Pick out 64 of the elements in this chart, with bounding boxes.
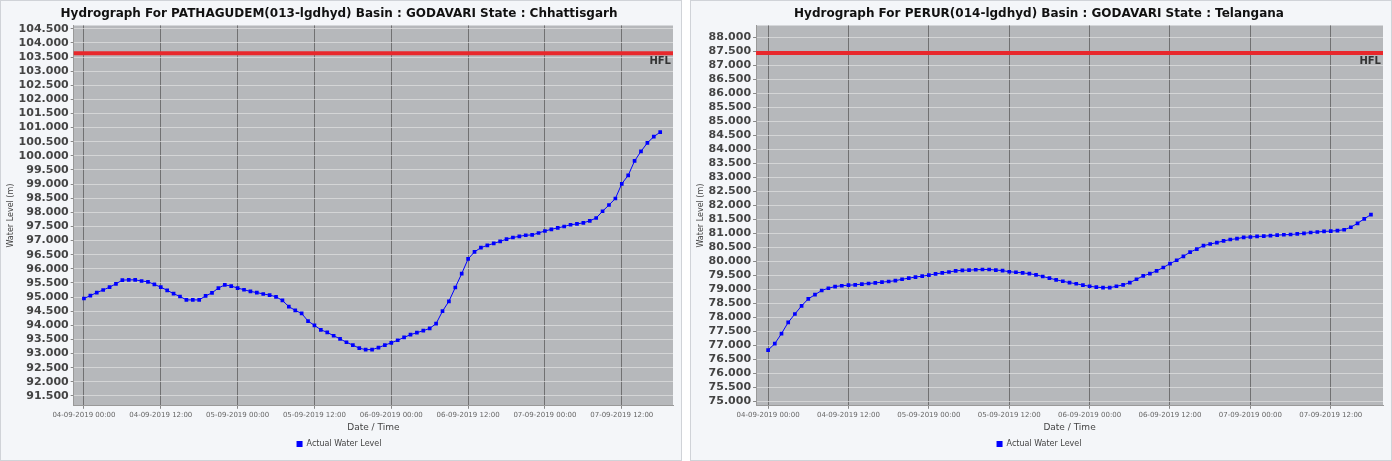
y-tick-label: 87.500 [708, 44, 752, 58]
y-tick-label: 91.500 [26, 388, 70, 402]
y-tick-label: 81.000 [708, 225, 752, 239]
y-tick-label: 93.500 [26, 332, 70, 346]
y-tick-label: 82.000 [708, 197, 752, 211]
y-tick-label: 96.000 [26, 261, 70, 275]
y-tick-label: 102.000 [18, 92, 70, 106]
y-tick-label: 84.500 [708, 127, 752, 141]
y-tick-label: 85.500 [708, 99, 752, 113]
x-axis-title: Date / Time [347, 421, 400, 432]
y-tick-label: 99.500 [26, 162, 70, 176]
y-tick-label: 99.000 [26, 176, 70, 190]
y-tick-label: 77.000 [708, 337, 752, 351]
y-tick-label: 75.000 [708, 393, 752, 407]
y-tick-label: 104.500 [18, 21, 70, 35]
y-tick-label: 103.000 [18, 64, 70, 78]
y-tick-label: 97.000 [26, 233, 70, 247]
y-tick-label: 104.000 [18, 35, 70, 49]
y-tick-label: 94.500 [26, 304, 70, 318]
y-tick-label: 86.000 [708, 86, 752, 99]
y-tick-label: 103.500 [18, 49, 70, 63]
y-tick-label: 96.500 [26, 247, 70, 261]
y-tick-label: 100.500 [18, 134, 70, 148]
y-tick-label: 80.500 [708, 239, 752, 253]
y-tick-label: 85.000 [708, 113, 752, 127]
y-tick-label: 102.500 [18, 78, 70, 92]
y-tick-label: 79.000 [708, 281, 752, 295]
y-tick-label: 101.500 [18, 106, 70, 120]
y-tick-label: 98.500 [26, 191, 70, 205]
y-tick-label: 97.500 [26, 219, 70, 233]
y-tick-label: 93.000 [26, 346, 70, 360]
ref-line-label: HFL [649, 54, 672, 66]
ref-line-label: HFL [1359, 54, 1382, 66]
y-tick-label: 86.500 [708, 72, 752, 85]
y-axis-title: Water Level (m) [695, 183, 705, 248]
y-tick-label: 92.500 [26, 360, 70, 374]
y-tick-label: 98.000 [26, 205, 70, 219]
y-tick-label: 101.000 [18, 120, 70, 134]
y-tick-label: 75.500 [708, 379, 752, 393]
y-tick-label: 88.000 [708, 30, 752, 44]
y-axis-title: Water Level (m) [5, 183, 15, 248]
x-axis-title: Date / Time [1043, 421, 1097, 432]
y-tick-label: 79.500 [708, 267, 752, 281]
y-tick-label: 83.000 [708, 169, 752, 183]
chart-title: Hydrograph For PERUR(014-lgdhyd) Basin : GODAVARI State : Telangana [794, 6, 1284, 21]
y-tick-label: 78.000 [708, 309, 752, 323]
y-tick-label: 94.000 [26, 318, 70, 332]
chart-title: Hydrograph For PATHAGUDEM(013-lgdhyd) Basin : GODAVARI State : Chhattisgarh [60, 6, 618, 21]
legend-label: Actual Water Level [1006, 439, 1082, 449]
y-tick-label: 92.000 [26, 374, 70, 388]
y-tick-label: 76.500 [708, 351, 752, 365]
y-tick-label: 100.000 [18, 148, 70, 162]
y-tick-label: 77.500 [708, 323, 752, 337]
y-tick-label: 95.000 [26, 289, 70, 303]
y-tick-label: 87.000 [708, 58, 752, 72]
y-tick-label: 83.500 [708, 155, 752, 169]
y-tick-label: 76.000 [708, 365, 752, 379]
y-tick-label: 78.500 [708, 295, 752, 309]
y-tick-label: 81.500 [708, 211, 752, 225]
y-tick-label: 84.000 [708, 141, 752, 155]
legend-label: Actual Water Level [306, 439, 382, 449]
y-tick-label: 80.000 [708, 253, 752, 267]
y-tick-label: 82.500 [708, 183, 752, 197]
y-tick-label: 95.500 [26, 275, 70, 289]
